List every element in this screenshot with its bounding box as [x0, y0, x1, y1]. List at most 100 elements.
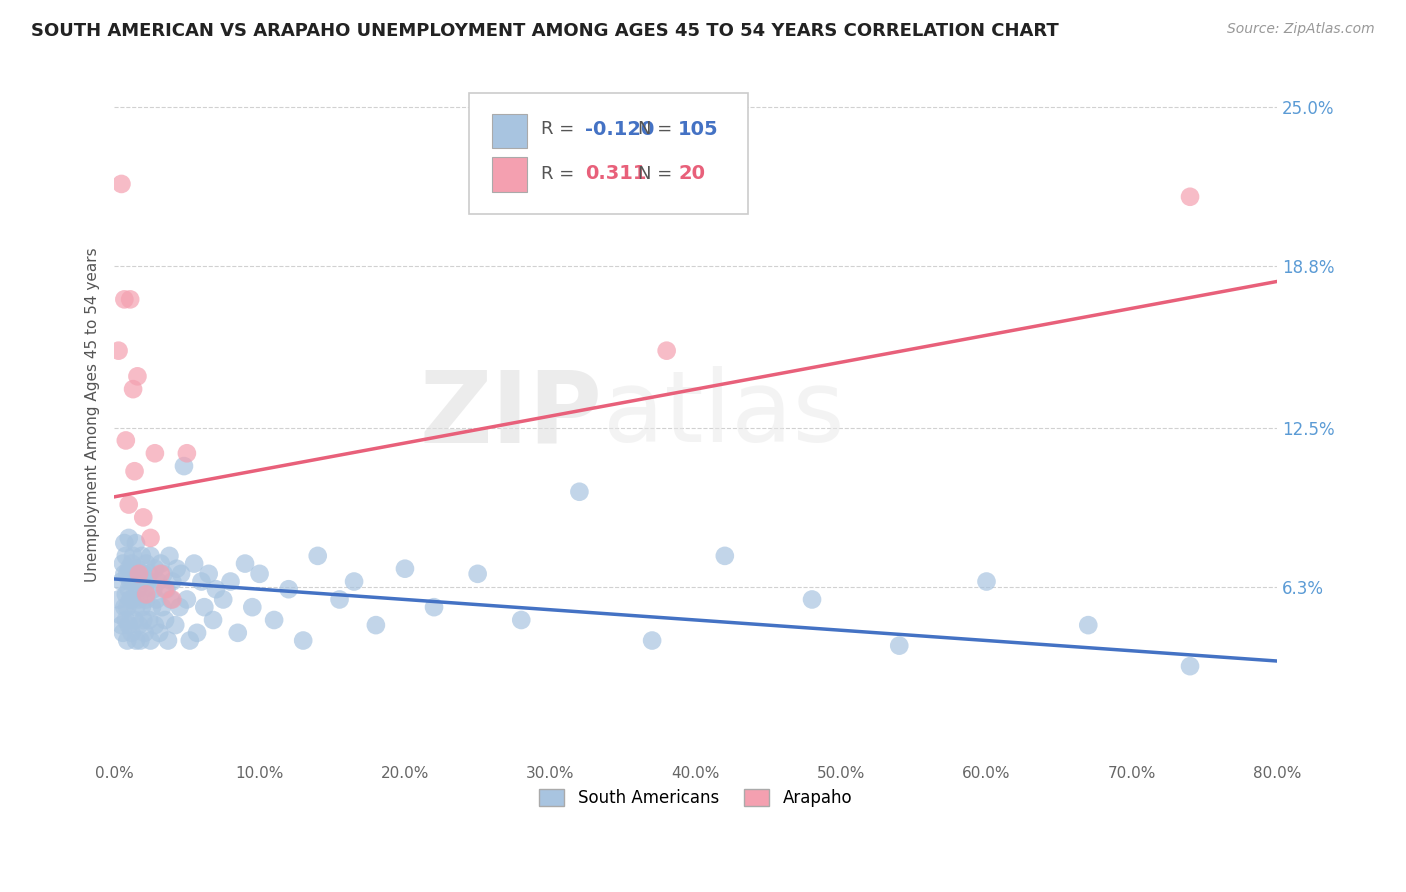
Point: [118, 582, 141, 597]
Point: [128, 566, 150, 581]
Point: [801, 592, 824, 607]
Point: [132, 566, 155, 581]
Point: [117, 633, 139, 648]
Point: [132, 613, 155, 627]
Point: [240, 600, 263, 615]
Point: [131, 600, 153, 615]
Point: [122, 549, 145, 563]
Point: [307, 549, 329, 563]
Point: [124, 613, 146, 627]
Point: [117, 600, 139, 615]
Point: [128, 618, 150, 632]
Point: [110, 574, 132, 589]
Point: [112, 600, 135, 615]
Point: [112, 536, 135, 550]
Point: [149, 566, 172, 581]
Point: [976, 574, 998, 589]
Point: [114, 549, 136, 563]
Text: 105: 105: [678, 120, 718, 139]
Point: [129, 633, 152, 648]
Point: [510, 613, 533, 627]
Point: [129, 574, 152, 589]
Legend: South Americans, Arapaho: South Americans, Arapaho: [531, 780, 860, 815]
Point: [127, 562, 149, 576]
Point: [328, 592, 350, 607]
Point: [121, 625, 143, 640]
Point: [146, 574, 169, 589]
FancyBboxPatch shape: [492, 113, 527, 148]
Point: [159, 549, 181, 563]
Point: [212, 592, 235, 607]
Point: [134, 582, 156, 597]
Point: [153, 613, 176, 627]
Point: [153, 582, 176, 597]
Point: [135, 557, 157, 571]
Point: [226, 625, 249, 640]
Point: [169, 600, 191, 615]
FancyBboxPatch shape: [470, 93, 748, 214]
Point: [124, 464, 146, 478]
Point: [166, 562, 188, 576]
Point: [176, 446, 198, 460]
Point: [136, 574, 159, 589]
Point: [655, 343, 678, 358]
Point: [110, 177, 132, 191]
Point: [125, 633, 148, 648]
Point: [117, 566, 139, 581]
Point: [124, 566, 146, 581]
Point: [112, 566, 135, 581]
Text: 0.311: 0.311: [585, 164, 647, 183]
Point: [118, 498, 141, 512]
Point: [170, 566, 193, 581]
Text: 20: 20: [678, 164, 706, 183]
Point: [165, 618, 187, 632]
Point: [120, 293, 142, 307]
Point: [364, 618, 387, 632]
Point: [142, 582, 165, 597]
Point: [108, 607, 131, 622]
Point: [219, 574, 242, 589]
Point: [110, 618, 132, 632]
Point: [423, 600, 446, 615]
Point: [118, 562, 141, 576]
Text: R =: R =: [541, 120, 581, 138]
Text: R =: R =: [541, 165, 581, 183]
Point: [141, 600, 163, 615]
Point: [193, 600, 215, 615]
Point: [277, 582, 299, 597]
Point: [122, 382, 145, 396]
Point: [111, 557, 134, 571]
Point: [125, 536, 148, 550]
Point: [467, 566, 489, 581]
Point: [889, 639, 911, 653]
Point: [122, 574, 145, 589]
Point: [186, 625, 208, 640]
Point: [127, 369, 149, 384]
Point: [125, 600, 148, 615]
Point: [173, 459, 195, 474]
Point: [118, 618, 141, 632]
Point: [233, 557, 256, 571]
Point: [132, 510, 155, 524]
Point: [343, 574, 366, 589]
Point: [127, 582, 149, 597]
FancyBboxPatch shape: [492, 157, 527, 192]
Point: [139, 549, 162, 563]
Text: N =: N =: [637, 165, 678, 183]
Point: [114, 434, 136, 448]
Point: [128, 592, 150, 607]
Point: [197, 566, 219, 581]
Point: [156, 633, 179, 648]
Point: [120, 574, 142, 589]
Point: [114, 613, 136, 627]
Point: [131, 549, 153, 563]
Point: [1178, 190, 1201, 204]
Point: [143, 562, 166, 576]
Point: [150, 600, 173, 615]
Point: [143, 618, 166, 632]
Point: [249, 566, 271, 581]
Point: [162, 574, 184, 589]
Point: [1178, 659, 1201, 673]
Text: ZIP: ZIP: [420, 367, 603, 463]
Point: [135, 587, 157, 601]
